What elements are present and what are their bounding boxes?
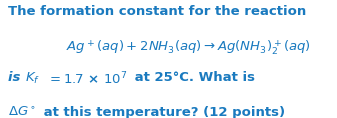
Text: $\mathit{K}_\mathit{f}$: $\mathit{K}_\mathit{f}$ <box>25 71 40 86</box>
Text: at this temperature? (12 points): at this temperature? (12 points) <box>39 106 285 118</box>
Text: at 25°C. What is: at 25°C. What is <box>130 71 255 84</box>
Text: $= 1.7\ \mathbf{\times}\ 10^7$: $= 1.7\ \mathbf{\times}\ 10^7$ <box>47 71 127 87</box>
Text: The formation constant for the reaction: The formation constant for the reaction <box>8 5 307 18</box>
Text: $\Delta \mathit{G}^\circ$: $\Delta \mathit{G}^\circ$ <box>8 106 37 118</box>
Text: is: is <box>8 71 25 84</box>
Text: $\mathit{Ag}^+(\mathit{aq}) + \mathrm{2}\mathit{NH}_3(\mathit{aq}) \rightarrow \: $\mathit{Ag}^+(\mathit{aq}) + \mathrm{2}… <box>66 38 311 57</box>
